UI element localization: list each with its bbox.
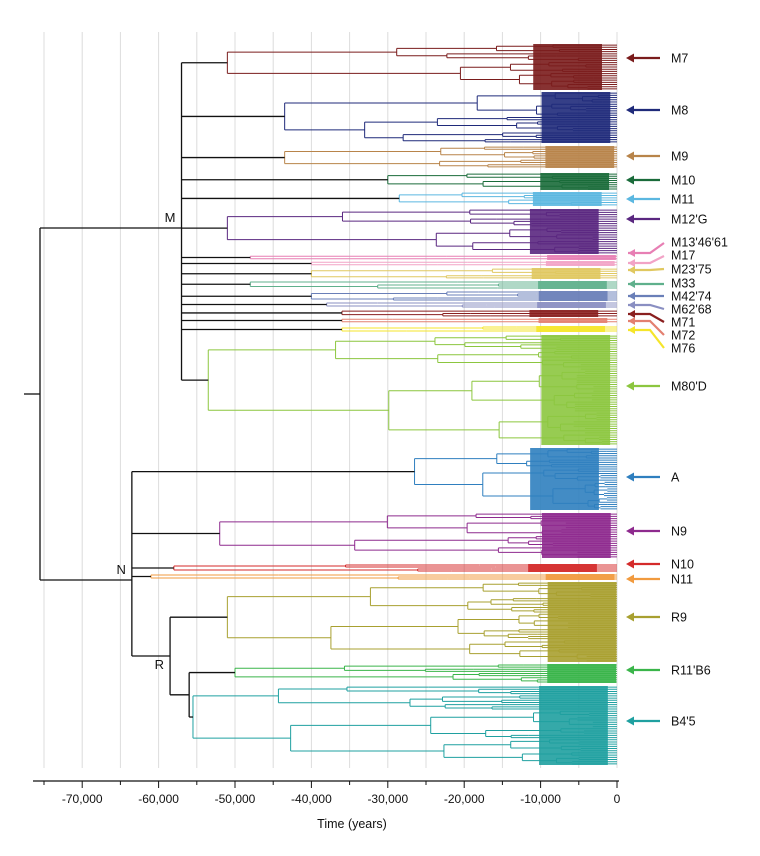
clade-label-m7: M7 — [671, 52, 688, 66]
clade-label-m9: M9 — [671, 150, 688, 164]
x-tick-label: -20,000 — [444, 792, 485, 806]
clade-label-m33: M33 — [671, 277, 695, 291]
clade-tip-block — [547, 664, 617, 683]
clade-label-m12-g: M12'G — [671, 213, 707, 227]
node-labels: M N R — [116, 210, 175, 672]
tree-branches — [24, 44, 617, 765]
clade-tip-block — [539, 686, 608, 765]
arrowhead-m17 — [628, 259, 635, 267]
arrowhead-m33 — [628, 280, 635, 288]
x-tick-label: 0 — [614, 792, 621, 806]
leader-m17 — [628, 255, 665, 265]
leader-m71 — [628, 312, 665, 323]
node-label-m: M — [165, 210, 176, 225]
x-axis-title: Time (years) — [317, 817, 387, 831]
x-tick-label: -70,000 — [62, 792, 103, 806]
clade-label-m8: M8 — [671, 104, 688, 118]
clade-label-m80-d: M80'D — [671, 380, 707, 394]
arrowhead-m8 — [626, 105, 634, 115]
arrowhead-m13-46-61 — [628, 249, 635, 257]
clade-label-m72: M72 — [671, 329, 695, 343]
clade-label-m13-46-61: M13'46'61 — [671, 236, 728, 250]
clade-tip-block — [529, 310, 599, 317]
clade-tip-block — [541, 92, 611, 143]
arrowhead-m9 — [626, 151, 634, 161]
clade-tip-block — [530, 448, 599, 510]
arrowhead-m23-75 — [628, 266, 635, 274]
arrowhead-n10 — [626, 559, 634, 569]
x-tick-label: -30,000 — [367, 792, 408, 806]
node-label-r: R — [155, 657, 164, 672]
clade-tip-block — [540, 173, 610, 190]
tree-tips — [528, 44, 617, 765]
arrowhead-m80-d — [626, 381, 634, 391]
clade-label-m11: M11 — [671, 193, 694, 207]
clade-label-m71: M71 — [671, 316, 695, 330]
arrowhead-n11 — [626, 574, 634, 584]
arrowhead-r11-b6 — [626, 665, 634, 675]
clade-tip-block — [538, 318, 608, 323]
arrowhead-m11 — [626, 194, 634, 204]
clade-tip-block — [547, 582, 617, 662]
arrowhead-b4-5 — [626, 716, 634, 726]
clade-label-b4-5: B4'5 — [671, 715, 696, 729]
leader-m72 — [628, 319, 665, 336]
leader-m62-68 — [628, 303, 665, 311]
arrowhead-m12-g — [626, 214, 634, 224]
arrowhead-m76 — [628, 326, 635, 334]
clade-tip-block — [541, 335, 611, 445]
clade-label-a: A — [671, 471, 680, 485]
clade-tip-block — [545, 146, 615, 168]
clade-tip-block — [531, 268, 601, 279]
arrowhead-m71 — [628, 310, 635, 318]
clade-tip-block — [536, 326, 606, 332]
clade-tip-block — [545, 574, 615, 580]
arrowhead-m72 — [628, 317, 635, 325]
leader-m23-75 — [628, 267, 665, 272]
arrowhead-r9 — [626, 612, 634, 622]
clade-label-r11-b6: R11'B6 — [671, 664, 711, 678]
node-label-n: N — [116, 562, 125, 577]
clade-tip-block — [547, 255, 616, 260]
x-tick-label: -40,000 — [291, 792, 332, 806]
clade-callouts: M7 M8 M9 M10 M11 M12'G M13'46'61M17M23'75M33M4… — [626, 52, 728, 729]
clade-label-m76: M76 — [671, 342, 695, 356]
clade-label-m62-68: M62'68 — [671, 303, 712, 317]
clade-tip-block — [532, 192, 602, 206]
clade-label-n11: N11 — [671, 573, 693, 587]
clade-tip-block — [528, 564, 597, 572]
arrowhead-a — [626, 472, 634, 482]
x-axis: -70,000 -60,000 -50,000 -40,000 -30,000 -20,0… — [33, 780, 621, 806]
clade-label-m10: M10 — [671, 174, 695, 188]
leader-m13-46-61 — [628, 242, 665, 255]
clade-tip-block — [538, 281, 607, 289]
clade-label-r9: R9 — [671, 611, 687, 625]
clade-label-m42-74: M42'74 — [671, 290, 712, 304]
clade-tip-block — [537, 302, 606, 308]
arrowhead-n9 — [626, 526, 634, 536]
arrowhead-m62-68 — [628, 301, 635, 309]
x-tick-label: -60,000 — [138, 792, 179, 806]
x-tick-label: -10,000 — [520, 792, 561, 806]
clade-label-m17: M17 — [671, 249, 695, 263]
clade-label-m23-75: M23'75 — [671, 263, 712, 277]
arrowhead-m7 — [626, 53, 634, 63]
clade-tip-block — [533, 44, 602, 90]
clade-tip-block — [529, 209, 599, 254]
leader-m76 — [628, 328, 665, 349]
clade-tip-block — [538, 291, 608, 301]
arrowhead-m42-74 — [628, 292, 635, 300]
clade-label-n10: N10 — [671, 558, 694, 572]
clade-label-n9: N9 — [671, 525, 687, 539]
clade-tip-block — [541, 513, 611, 558]
clade-tip-block — [545, 261, 615, 266]
arrowhead-m10 — [626, 175, 634, 185]
x-tick-label: -50,000 — [215, 792, 256, 806]
